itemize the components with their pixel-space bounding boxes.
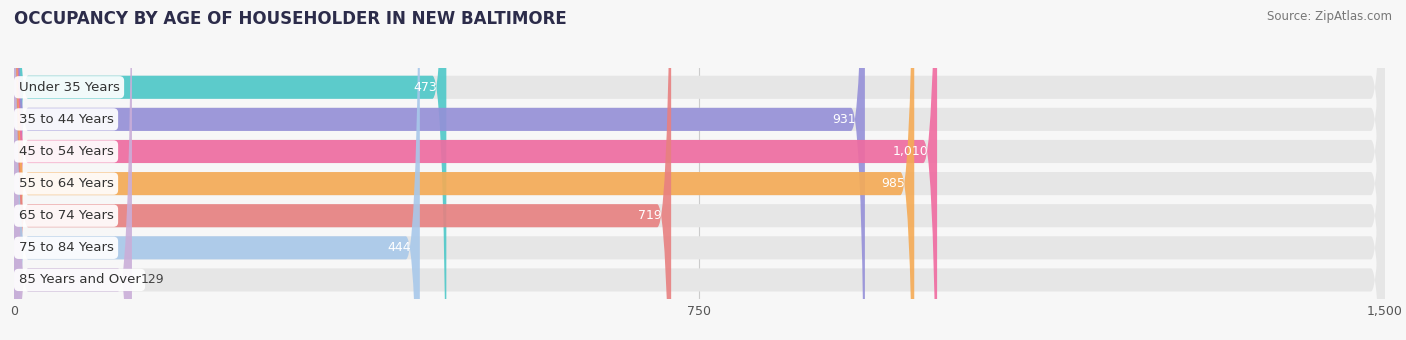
FancyBboxPatch shape (14, 0, 1385, 340)
Text: 45 to 54 Years: 45 to 54 Years (18, 145, 114, 158)
Text: 65 to 74 Years: 65 to 74 Years (18, 209, 114, 222)
Text: Under 35 Years: Under 35 Years (18, 81, 120, 94)
FancyBboxPatch shape (14, 0, 671, 340)
Text: OCCUPANCY BY AGE OF HOUSEHOLDER IN NEW BALTIMORE: OCCUPANCY BY AGE OF HOUSEHOLDER IN NEW B… (14, 10, 567, 28)
Text: 444: 444 (387, 241, 411, 254)
Text: Source: ZipAtlas.com: Source: ZipAtlas.com (1267, 10, 1392, 23)
Text: 1,010: 1,010 (893, 145, 928, 158)
FancyBboxPatch shape (14, 0, 1385, 340)
Text: 719: 719 (638, 209, 662, 222)
FancyBboxPatch shape (14, 0, 1385, 340)
Text: 35 to 44 Years: 35 to 44 Years (18, 113, 114, 126)
FancyBboxPatch shape (14, 0, 865, 340)
FancyBboxPatch shape (14, 0, 1385, 340)
Text: 75 to 84 Years: 75 to 84 Years (18, 241, 114, 254)
Text: 129: 129 (141, 273, 165, 286)
Text: 931: 931 (832, 113, 856, 126)
FancyBboxPatch shape (14, 0, 420, 340)
Text: 85 Years and Over: 85 Years and Over (18, 273, 141, 286)
Text: 985: 985 (882, 177, 905, 190)
FancyBboxPatch shape (14, 0, 1385, 340)
FancyBboxPatch shape (14, 0, 132, 340)
FancyBboxPatch shape (14, 0, 1385, 340)
Text: 473: 473 (413, 81, 437, 94)
FancyBboxPatch shape (14, 0, 446, 340)
FancyBboxPatch shape (14, 0, 938, 340)
FancyBboxPatch shape (14, 0, 1385, 340)
Text: 55 to 64 Years: 55 to 64 Years (18, 177, 114, 190)
FancyBboxPatch shape (14, 0, 914, 340)
